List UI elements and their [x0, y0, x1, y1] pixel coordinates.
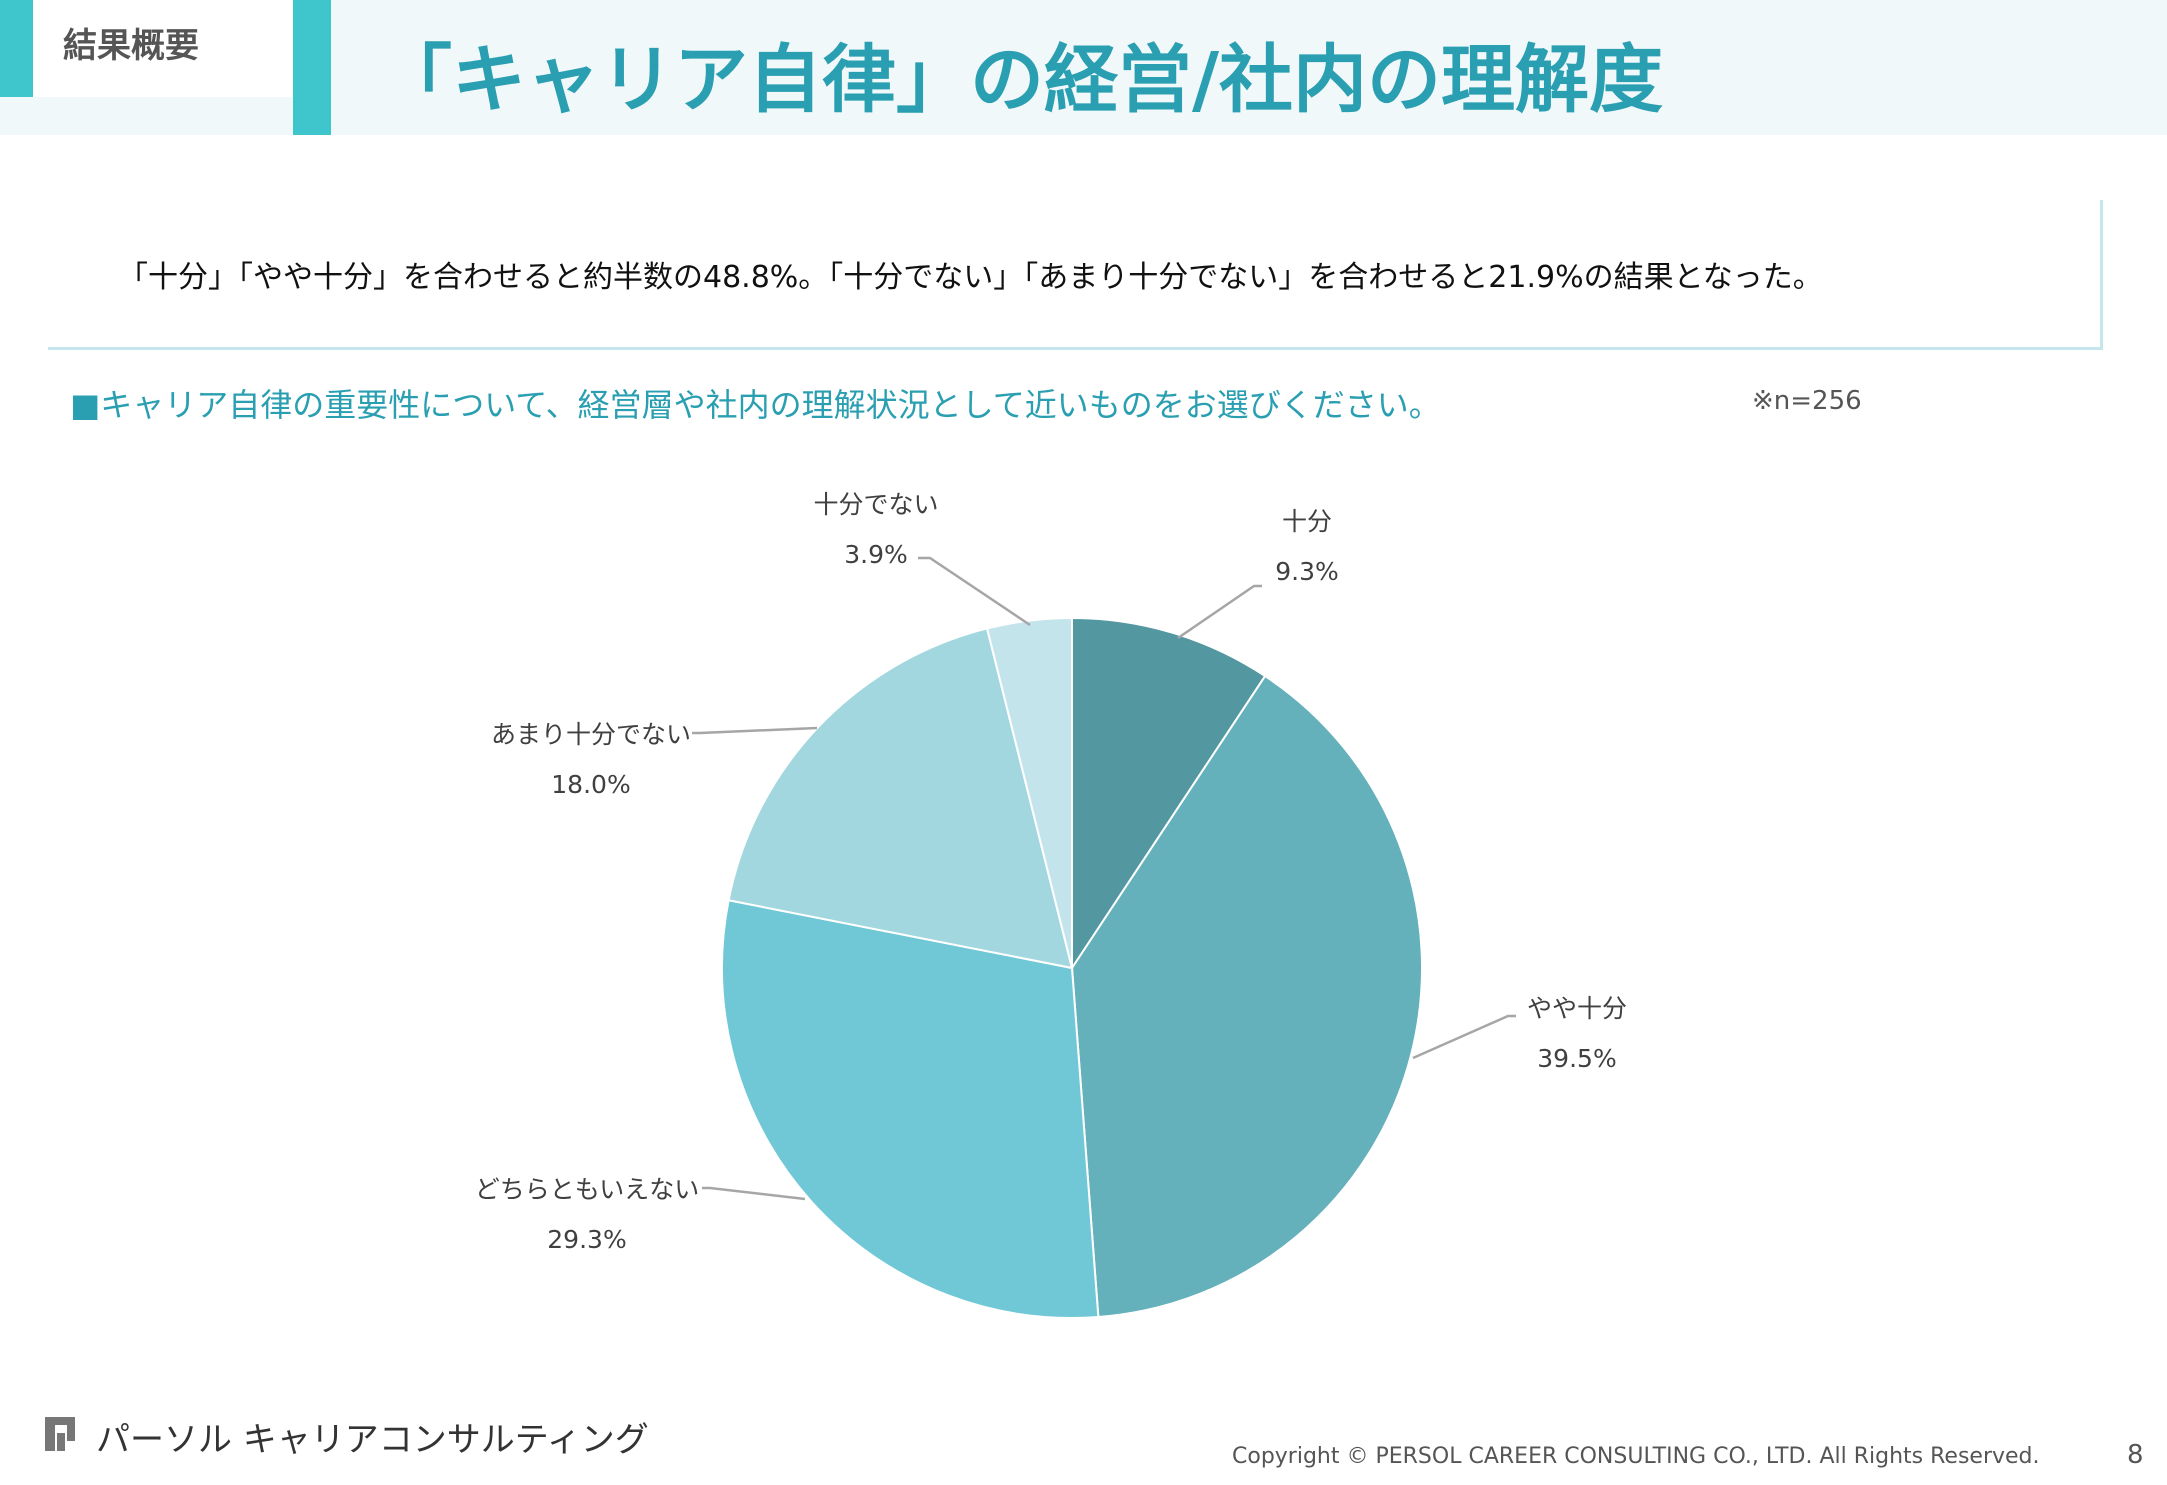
pie-slice-juubun — [1071, 616, 1267, 972]
value-label-amari-juubun-denai: 18.0% — [551, 770, 630, 799]
section-label-box — [33, 0, 293, 97]
pie-slice-dochira-tomo-ienai — [721, 899, 1100, 1319]
copyright: Copyright © PERSOL CAREER CONSULTING CO.… — [1232, 1444, 2040, 1469]
brand-name: パーソル キャリアコンサルティング — [96, 1420, 649, 1460]
header-accent-bar — [293, 0, 331, 135]
header-band — [0, 0, 2167, 135]
sample-size: ※n=256 — [1752, 386, 1862, 416]
page-title: 「キャリア自律」の経営/社内の理解度 — [378, 37, 1664, 123]
page-number: 8 — [2127, 1440, 2144, 1470]
leader-line-dochira-tomo-ienai — [702, 1186, 806, 1201]
category-label-yaya-juubun: やや十分 — [1527, 994, 1627, 1023]
value-label-juubun: 9.3% — [1275, 557, 1339, 586]
summary-box — [48, 200, 2103, 350]
section-label: 結果概要 — [63, 26, 199, 66]
value-label-dochira-tomo-ienai: 29.3% — [547, 1225, 626, 1254]
category-label-amari-juubun-denai: あまり十分でない — [491, 720, 691, 749]
pie-slice-juubun-denai — [985, 616, 1073, 969]
category-label-dochira-tomo-ienai: どちらともいえない — [475, 1175, 700, 1204]
category-label-juubun-denai: 十分でない — [813, 490, 938, 519]
summary-text: 「十分」「やや十分」を合わせると約半数の48.8%。「十分でない」「あまり十分で… — [118, 260, 1823, 295]
value-label-juubun-denai: 3.9% — [844, 540, 908, 569]
leader-line-juubun — [1177, 584, 1262, 640]
leader-line-yaya-juubun — [1412, 1014, 1516, 1060]
leader-line-juubun-denai — [918, 556, 1031, 627]
value-label-yaya-juubun: 39.5% — [1537, 1044, 1616, 1073]
pie-slice-yaya-juubun — [1070, 674, 1423, 1319]
survey-question: ■キャリア自律の重要性について、経営層や社内の理解状況として近いものをお選びくだ… — [70, 386, 1441, 424]
header-accent-left — [0, 0, 33, 97]
category-label-juubun: 十分 — [1282, 507, 1332, 536]
leader-line-amari-juubun-denai — [692, 726, 818, 735]
pie-slice-amari-juubun-denai — [727, 627, 1074, 970]
persol-logo-icon — [45, 1417, 75, 1451]
